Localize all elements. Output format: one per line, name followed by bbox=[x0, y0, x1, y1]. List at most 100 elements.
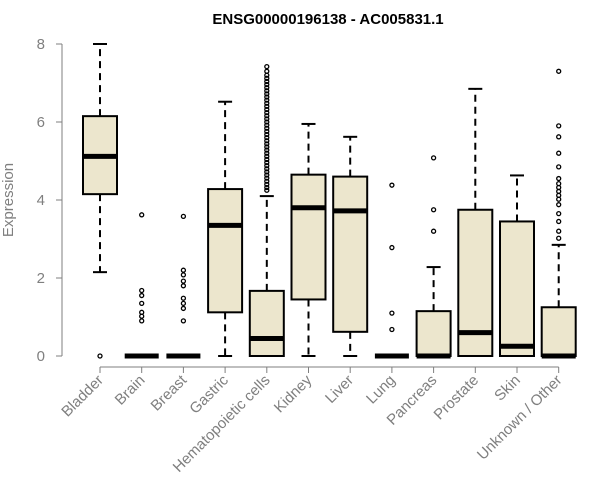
outlier-point bbox=[264, 106, 270, 113]
category-label: Skin bbox=[491, 372, 524, 405]
box-unknown-other bbox=[540, 68, 577, 359]
outlier-point bbox=[139, 300, 145, 307]
y-axis-label: Expression bbox=[0, 163, 17, 237]
outlier-point bbox=[180, 267, 187, 273]
outlier-point bbox=[264, 131, 270, 138]
outlier-point bbox=[264, 159, 270, 166]
outlier-point bbox=[389, 244, 395, 251]
y-tick-label: 2 bbox=[37, 270, 45, 287]
outlier-point bbox=[556, 218, 562, 225]
outlier-point bbox=[264, 113, 270, 119]
outlier-point bbox=[264, 150, 270, 156]
outlier-point bbox=[430, 228, 437, 234]
outlier-point bbox=[264, 128, 270, 135]
box-lung bbox=[374, 182, 409, 359]
outlier-point bbox=[264, 163, 270, 169]
outlier-point bbox=[264, 103, 270, 110]
outlier-point bbox=[264, 169, 270, 175]
outlier-point bbox=[264, 68, 270, 74]
outlier-point bbox=[264, 85, 270, 91]
outlier-point bbox=[556, 164, 562, 170]
outlier-point bbox=[264, 175, 270, 181]
outlier-point bbox=[556, 150, 562, 156]
box-pancreas bbox=[415, 155, 452, 359]
category-label: Kidney bbox=[271, 371, 316, 416]
outlier-point bbox=[264, 88, 270, 94]
category-label: Prostate bbox=[431, 372, 483, 424]
box-gastric bbox=[207, 100, 244, 357]
outlier-point bbox=[264, 144, 270, 150]
outlier-point bbox=[556, 175, 562, 182]
outlier-point bbox=[556, 235, 562, 241]
y-tick-label: 6 bbox=[37, 114, 45, 131]
box-hematopoietic-cells bbox=[248, 63, 285, 357]
outlier-point bbox=[264, 134, 270, 141]
outlier-point bbox=[264, 97, 270, 103]
box-body bbox=[415, 310, 452, 357]
box-brain bbox=[124, 212, 159, 359]
category-label: Bladder bbox=[58, 372, 107, 421]
box-kidney bbox=[290, 122, 327, 357]
outlier-point bbox=[264, 109, 270, 116]
outlier-point bbox=[556, 180, 562, 187]
y-tick-label: 4 bbox=[37, 192, 45, 209]
outlier-point bbox=[264, 81, 270, 88]
outlier-point bbox=[556, 228, 562, 234]
outlier-point bbox=[139, 309, 145, 315]
outlier-point bbox=[264, 119, 270, 125]
outlier-point bbox=[430, 207, 437, 213]
outlier-point bbox=[264, 156, 270, 163]
outlier-point bbox=[180, 295, 187, 301]
outlier-point bbox=[180, 300, 187, 307]
outlier-point bbox=[180, 272, 187, 278]
outlier-point bbox=[264, 94, 270, 100]
outlier-point bbox=[264, 187, 270, 193]
outlier-point bbox=[139, 318, 145, 324]
outlier-point bbox=[556, 68, 562, 74]
outlier-point bbox=[264, 116, 270, 122]
category-label: Lung bbox=[363, 372, 399, 408]
outlier-point bbox=[264, 75, 270, 81]
outlier-point bbox=[264, 172, 270, 178]
outlier-point bbox=[264, 138, 270, 144]
outlier-point bbox=[180, 278, 187, 284]
outlier-point bbox=[264, 166, 270, 172]
outlier-point bbox=[264, 153, 270, 159]
outlier-point bbox=[139, 292, 145, 299]
outlier-point bbox=[389, 326, 395, 333]
outlier-point bbox=[264, 91, 270, 97]
box-body bbox=[248, 289, 285, 357]
outlier-point bbox=[139, 212, 145, 218]
box-body bbox=[332, 175, 369, 333]
box-body bbox=[290, 173, 327, 301]
y-tick-label: 0 bbox=[37, 348, 45, 365]
box-breast bbox=[166, 213, 201, 359]
category-label: Breast bbox=[148, 371, 191, 414]
outlier-point bbox=[264, 141, 270, 147]
outlier-point bbox=[264, 125, 270, 131]
outlier-point bbox=[180, 283, 187, 289]
box-body bbox=[540, 306, 577, 357]
outlier-point bbox=[264, 184, 270, 191]
outlier-point bbox=[180, 318, 187, 324]
outlier-point bbox=[556, 202, 562, 208]
outlier-point bbox=[556, 210, 562, 217]
outlier-point bbox=[264, 63, 270, 70]
box-prostate bbox=[457, 87, 494, 357]
y-axis: 0 2 4 6 8 bbox=[37, 36, 63, 365]
outlier-point bbox=[264, 78, 270, 85]
outlier-point bbox=[180, 305, 187, 312]
chart-title: ENSG00000196138 - AC005831.1 bbox=[212, 11, 443, 28]
outlier-point bbox=[264, 122, 270, 128]
box-body bbox=[499, 220, 535, 357]
outlier-point bbox=[389, 182, 395, 188]
box-skin bbox=[499, 174, 535, 357]
outlier-point bbox=[264, 100, 270, 106]
outlier-point bbox=[264, 181, 270, 188]
outlier-point bbox=[264, 178, 270, 184]
outlier-point bbox=[389, 310, 395, 316]
outlier-point bbox=[556, 123, 562, 129]
y-tick-label: 8 bbox=[37, 36, 45, 53]
